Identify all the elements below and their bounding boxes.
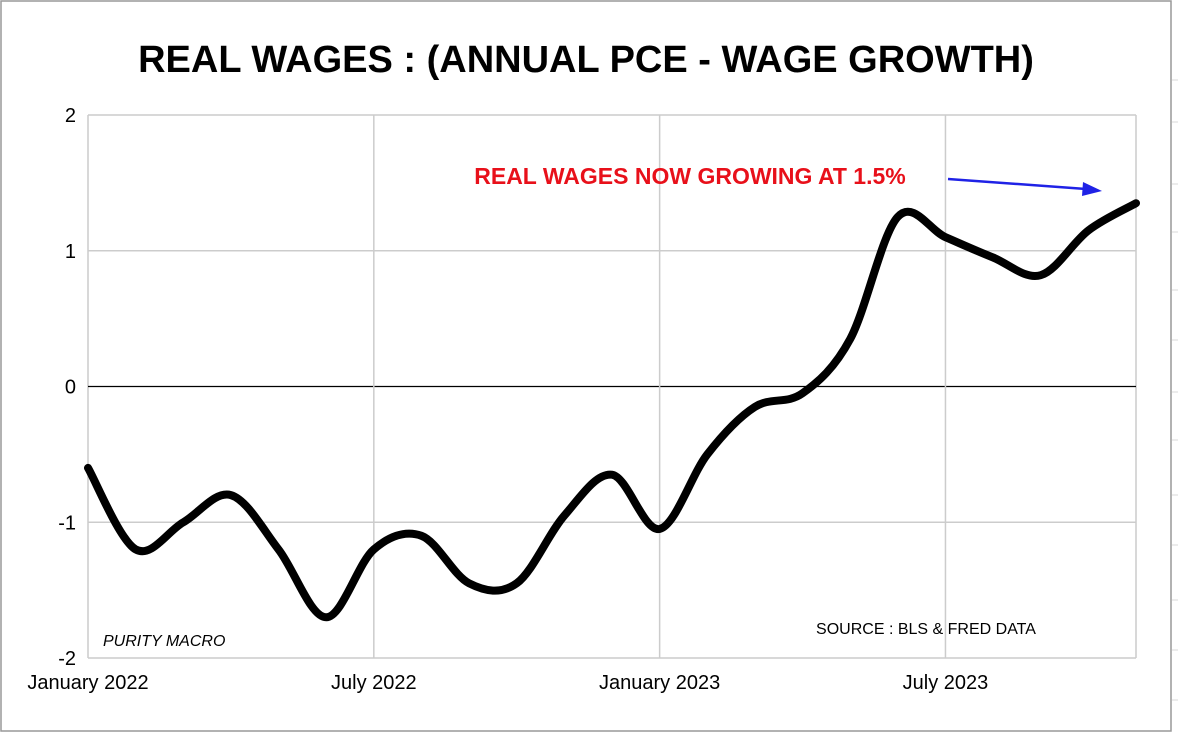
series-line [84,199,1140,622]
data-point [421,535,422,536]
data-point [707,454,708,455]
data-point [1088,230,1089,231]
data-point [135,549,136,550]
data-point [469,583,470,584]
x-tick-label: January 2022 [27,672,148,694]
y-tick-label: 2 [65,105,76,127]
source-note: SOURCE : BLS & FRED DATA [816,621,1036,638]
data-point [850,339,851,340]
y-tick-label: 0 [65,377,76,399]
data-point [659,529,660,530]
y-tick-label: -2 [58,648,76,670]
gridlines [87,114,1137,659]
chart-border [0,0,1172,732]
data-point [1040,275,1041,276]
data-point [802,393,803,394]
data-point [88,467,89,468]
x-tick-label: July 2022 [331,672,417,694]
y-tick-label: 1 [65,241,76,263]
data-point [993,257,994,258]
callout-text: REAL WAGES NOW GROWING AT 1.5% [474,163,906,189]
brand-note: PURITY MACRO [103,633,225,650]
data-point [326,617,327,618]
y-axis-ticks: 2 1 0 -1 -2 [58,105,76,670]
data-point [564,515,565,516]
data-point [897,216,898,217]
data-point [278,549,279,550]
data-point [516,583,517,584]
x-axis-ticks: January 2022 July 2022 January 2023 July 20… [27,672,988,694]
data-point [612,474,613,475]
data-point [754,406,755,407]
callout-arrow-head [1082,182,1102,196]
data-point [183,522,184,523]
data-point [230,495,231,496]
x-tick-label: January 2023 [599,672,720,694]
data-point [1136,203,1137,204]
data-point [373,549,374,550]
data-point [945,237,946,238]
y-tick-label: -1 [58,512,76,534]
callout-arrow [947,177,1102,196]
chart-title: REAL WAGES : (ANNUAL PCE - WAGE GROWTH) [138,39,1034,81]
callout-arrow-line [947,177,1087,191]
page-edge-lines [1172,79,1178,701]
x-tick-label: July 2023 [903,672,989,694]
